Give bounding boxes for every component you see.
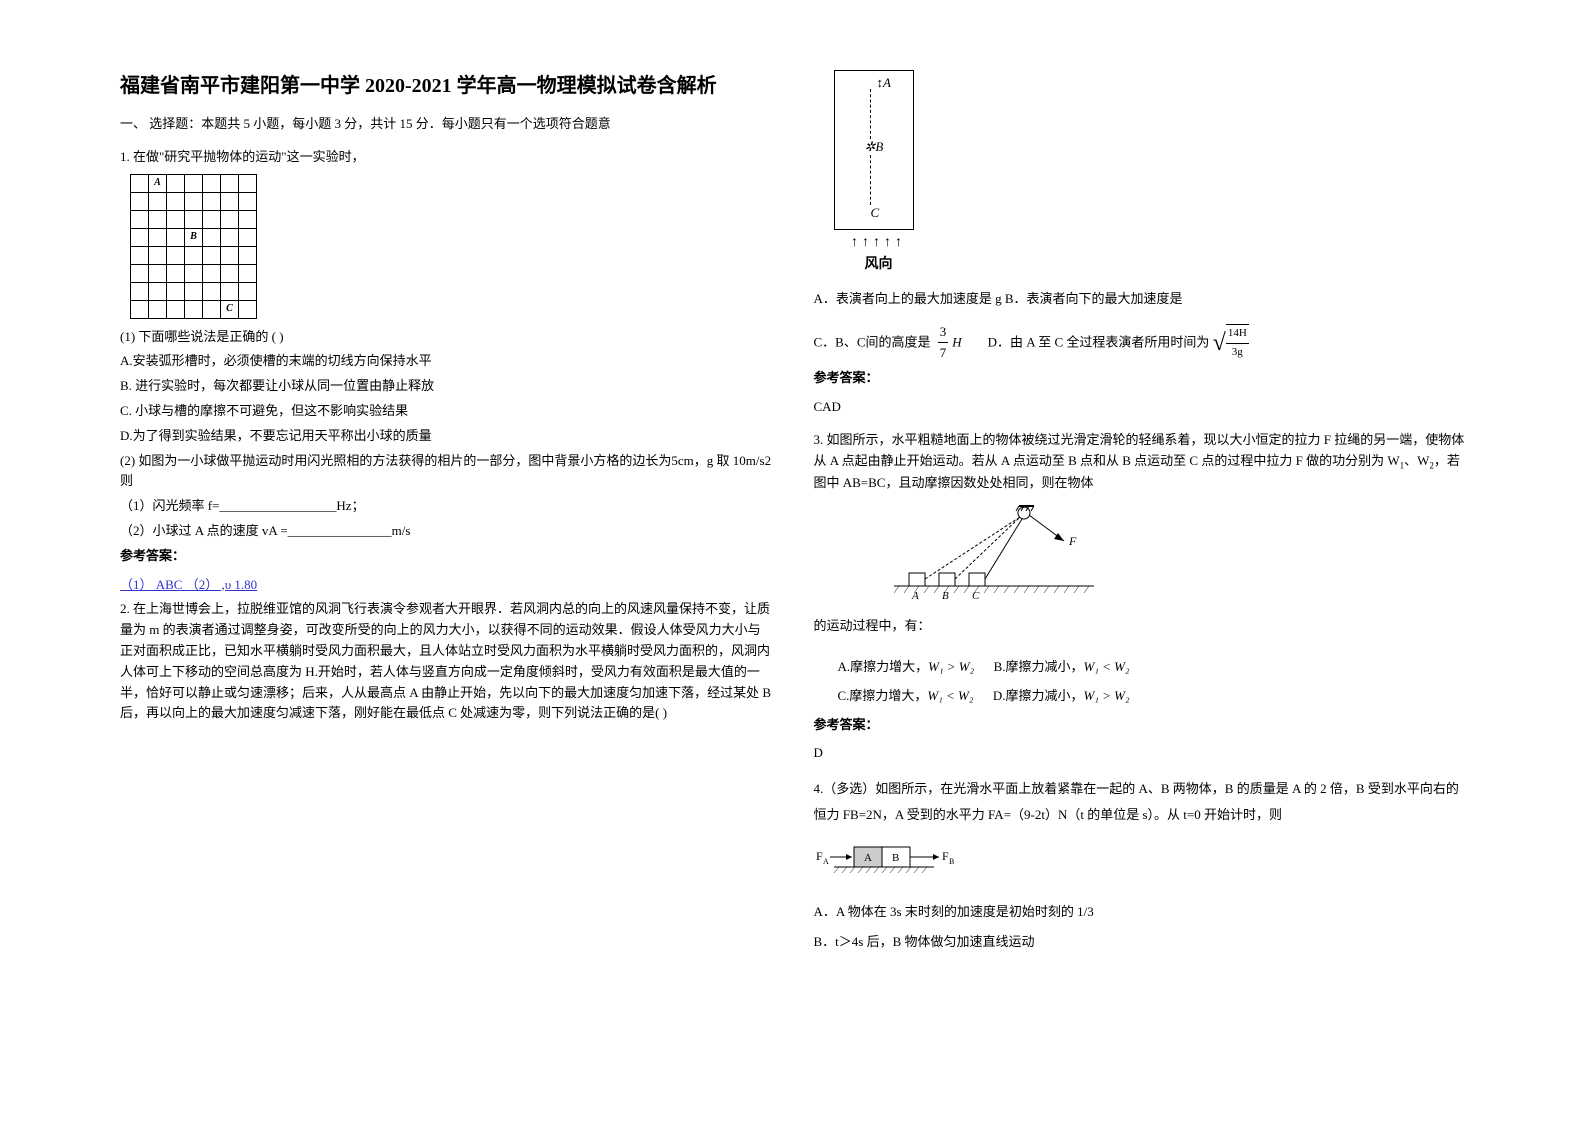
q1-answer: （1） ABC （2） ,υ 1.80: [120, 575, 774, 596]
wind-box: ↕A ✲B C: [834, 70, 914, 230]
svg-text:F: F: [1068, 534, 1077, 548]
q2-stem: 2. 在上海世博会上，拉脱维亚馆的风洞飞行表演令参观者大开眼界．若风洞内总的向上…: [120, 599, 774, 724]
svg-text:F: F: [942, 849, 949, 863]
formula-H: H: [952, 334, 961, 349]
q2-optCD-line: C．B、C间的高度是 3 7 H D．由 A 至 C 全过程表演者所用时间为 √…: [814, 322, 1468, 365]
right-column: ↕A ✲B C ↑↑↑↑↑ 风向 A．表演者向上的最大加速度是 g B．表演者向…: [794, 70, 1488, 1082]
q1-stem: 1. 在做"研究平抛物体的运动"这一实验时，: [120, 147, 774, 168]
q2-answer: CAD: [814, 397, 1468, 418]
q3-stem: 3. 如图所示，水平粗糙地面上的物体被绕过光滑定滑轮的轻绳系着，现以大小恒定的拉…: [814, 430, 1468, 494]
grid-cell: [131, 174, 149, 192]
page-title: 福建省南平市建阳第一中学 2020-2021 学年高一物理模拟试卷含解析: [120, 70, 774, 102]
grid-label-C: C: [221, 300, 239, 318]
q2-optC-pre: C．B、C间的高度是: [814, 334, 931, 349]
q2-optD-pre: D．由 A 至 C 全过程表演者所用时间为: [988, 334, 1210, 349]
q4-optA: A．A 物体在 3s 末时刻的加速度是初始时刻的 1/3: [814, 899, 1468, 925]
grid-label-A: A: [149, 174, 167, 192]
wind-point-A: ↕A: [877, 73, 891, 94]
svg-text:A: A: [823, 857, 829, 866]
wind-caption: 风向: [834, 254, 924, 276]
dashed-line-2: [870, 155, 871, 205]
q3-answer-label: 参考答案：: [814, 715, 1468, 736]
dashed-line-1: [870, 89, 871, 139]
svg-text:A: A: [864, 852, 872, 864]
q1-sub2-2: （2）小球过 A 点的速度 vA =________________m/s: [120, 521, 774, 542]
q1-sub2-1: （1）闪光频率 f=__________________Hz；: [120, 496, 774, 517]
sqrt-14H-3g: √ 14H 3g: [1213, 324, 1249, 362]
q3-optCD: C.摩擦力增大，W₁ < W₂ D.摩擦力减小，W₁ > W₂: [838, 686, 1468, 707]
q1-optA: A.安装弧形槽时，必须使槽的末端的切线方向保持水平: [120, 351, 774, 372]
fraction-3-7-H: 3 7: [938, 322, 949, 365]
left-column: 福建省南平市建阳第一中学 2020-2021 学年高一物理模拟试卷含解析 一、 …: [100, 70, 794, 1082]
wind-point-C: C: [871, 203, 880, 224]
section-heading: 一、 选择题：本题共 5 小题，每小题 3 分，共计 15 分．每小题只有一个选…: [120, 114, 774, 135]
svg-text:B: B: [949, 857, 954, 866]
q2-optA: A．表演者向上的最大加速度是 g B．表演者向下的最大加速度是: [814, 289, 1468, 310]
wind-point-B: ✲B: [865, 137, 884, 158]
up-arrows-icon: ↑↑↑↑↑: [834, 232, 924, 254]
q3-optAB: A.摩擦力增大，W₁ > W₂ B.摩擦力减小，W₁ < W₂: [838, 657, 1468, 678]
svg-text:F: F: [816, 849, 823, 863]
q3-after-diagram: 的运动过程中，有：: [814, 616, 1468, 637]
q4-optB: B．t＞4s 后，B 物体做匀加速直线运动: [814, 929, 1468, 955]
q4-block-diagram: FA A B FB: [814, 842, 984, 882]
q1-optC: C. 小球与槽的摩擦不可避免，但这不影响实验结果: [120, 401, 774, 422]
q2-wind-diagram: ↕A ✲B C ↑↑↑↑↑ 风向: [834, 70, 924, 277]
svg-text:C: C: [972, 590, 980, 601]
q1-answer-label: 参考答案：: [120, 546, 774, 567]
q1-grid-diagram: A B C: [130, 174, 257, 319]
q1-optD: D.为了得到实验结果，不要忘记用天平称出小球的质量: [120, 426, 774, 447]
q4-stem: 4.（多选）如图所示，在光滑水平面上放着紧靠在一起的 A、B 两物体，B 的质量…: [814, 776, 1468, 828]
q2-answer-label: 参考答案：: [814, 368, 1468, 389]
grid-label-B: B: [185, 228, 203, 246]
q1-sub2: (2) 如图为一小球做平抛运动时用闪光照相的方法获得的相片的一部分，图中背景小方…: [120, 451, 774, 493]
svg-text:B: B: [892, 852, 899, 864]
q3-answer: D: [814, 743, 1468, 764]
svg-text:A: A: [911, 590, 919, 601]
q3-pulley-diagram: F A B C: [894, 501, 1094, 601]
svg-text:B: B: [942, 590, 949, 601]
q1-sub1: (1) 下面哪些说法是正确的 ( ): [120, 327, 774, 348]
q1-optB: B. 进行实验时，每次都要让小球从同一位置由静止释放: [120, 376, 774, 397]
